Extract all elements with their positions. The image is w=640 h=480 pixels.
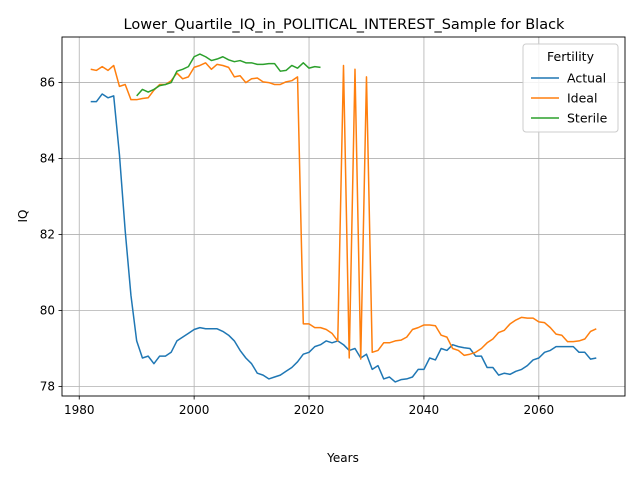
legend: Fertility Actual Ideal Sterile: [522, 43, 619, 133]
y-axis-label: IQ: [16, 210, 30, 223]
x-tick-label: 2040: [409, 403, 440, 417]
x-tick-label: 1980: [64, 403, 95, 417]
series-line-sterile: [136, 53, 321, 97]
x-tick-label: 2020: [294, 403, 325, 417]
y-tick-label: 84: [40, 152, 55, 166]
chart-title: Lower_Quartile_IQ_in_POLITICAL_INTEREST_…: [124, 17, 566, 33]
y-tick-label: 78: [40, 380, 55, 394]
y-tick-label: 80: [40, 304, 55, 318]
y-axis-ticks: 78 80 82 84 86: [40, 76, 62, 394]
y-tick-label: 86: [40, 76, 55, 90]
legend-box: [522, 43, 619, 133]
x-axis-label: Years: [326, 451, 359, 465]
legend-label-actual: Actual: [567, 71, 606, 86]
legend-title: Fertility: [547, 49, 595, 64]
legend-label-ideal: Ideal: [567, 91, 597, 106]
legend-label-sterile: Sterile: [567, 111, 608, 126]
y-tick-label: 82: [40, 228, 55, 242]
plot-series: [90, 53, 597, 383]
plot-frame: [61, 36, 626, 397]
x-tick-label: 2060: [524, 403, 555, 417]
x-axis-ticks: 1980 2000 2020 2040 2060: [64, 396, 554, 417]
legend-entries: Actual Ideal Sterile: [531, 71, 608, 126]
x-tick-label: 2000: [179, 403, 210, 417]
series-line-actual: [90, 93, 597, 383]
